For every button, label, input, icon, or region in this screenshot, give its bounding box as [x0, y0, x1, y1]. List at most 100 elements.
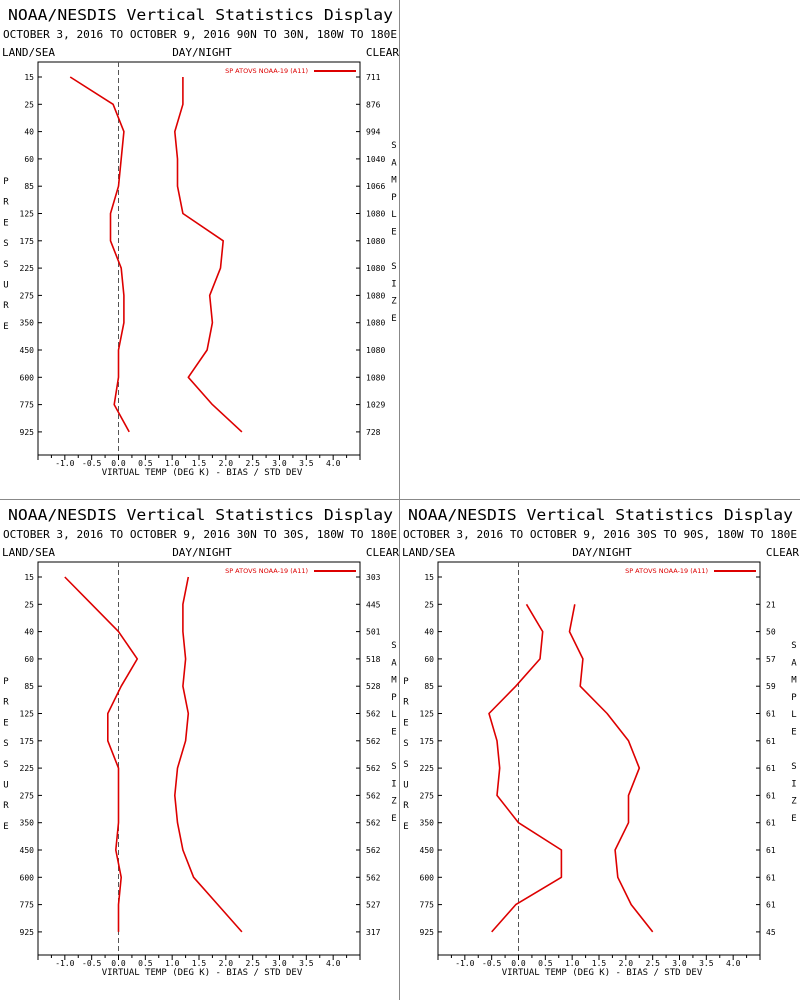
sample-size-label: 61	[766, 901, 776, 910]
pressure-level-label: 85	[424, 682, 434, 691]
day-night-label: DAY/NIGHT	[172, 546, 232, 559]
sample-size-label: 876	[366, 100, 381, 109]
pressure-level-label: 450	[20, 846, 35, 855]
clear-label: CLEAR	[366, 46, 399, 59]
sample-size-label: 50	[766, 628, 776, 637]
chart-30s-90s: NOAA/NESDIS Vertical Statistics Display O…	[402, 506, 799, 978]
x-tick-label: 3.0	[272, 959, 287, 968]
sample-size-label: 21	[766, 600, 776, 609]
pressure-level-label: 350	[420, 819, 435, 828]
pressure-level-label: 175	[20, 237, 35, 246]
pressure-level-label: 15	[24, 573, 34, 582]
sample-size-label: 61	[766, 737, 776, 746]
x-tick-label: 2.5	[245, 959, 260, 968]
x-tick-label: 4.0	[326, 959, 341, 968]
sample-size-label: 1029	[366, 401, 385, 410]
pressure-level-label: 600	[20, 873, 35, 882]
sample-size-label: 527	[366, 901, 381, 910]
x-tick-label: 3.0	[672, 959, 687, 968]
sample-size-label: 61	[766, 873, 776, 882]
sample-size-label: 61	[766, 764, 776, 773]
x-tick-label: 1.0	[565, 959, 580, 968]
x-tick-label: 0.5	[538, 959, 553, 968]
sample-size-label: 562	[366, 846, 381, 855]
clear-label: CLEAR	[366, 546, 399, 559]
x-tick-label: 0.5	[138, 959, 153, 968]
bias-line	[488, 603, 563, 933]
sample-size-label: 518	[366, 655, 381, 664]
x-tick-label: 3.5	[699, 959, 714, 968]
legend-label: SP ATOVS NOAA-19 (A11)	[625, 567, 708, 575]
sample-size-label: 528	[366, 682, 381, 691]
sample-size-label: 994	[366, 128, 381, 137]
pressure-level-label: 450	[420, 846, 435, 855]
plot-frame	[437, 561, 761, 956]
pressure-level-label: 85	[24, 182, 34, 191]
chart-subtitle: OCTOBER 3, 2016 TO OCTOBER 9, 2016 30S T…	[403, 528, 797, 541]
sample-size-label: 1040	[366, 155, 385, 164]
std-dev-line	[174, 77, 243, 433]
sample-size-label: 57	[766, 655, 776, 664]
sample-size-label: 728	[366, 428, 381, 437]
sample-size-label: 1080	[366, 210, 385, 219]
x-axis-label: VIRTUAL TEMP (DEG K) - BIAS / STD DEV	[102, 468, 303, 478]
pressure-level-label: 60	[424, 655, 434, 664]
pressure-level-label: 775	[20, 401, 35, 410]
pressure-level-label: 775	[420, 901, 435, 910]
std-dev-line	[174, 576, 243, 933]
bias-line	[64, 576, 139, 932]
x-tick-label: 2.0	[619, 959, 634, 968]
legend-label: SP ATOVS NOAA-19 (A11)	[225, 567, 308, 575]
pressure-level-label: 175	[420, 737, 435, 746]
sample-size-label: 45	[766, 928, 776, 937]
pressure-level-label: 275	[420, 791, 435, 800]
pressure-level-label: 225	[20, 764, 35, 773]
pressure-level-label: 225	[20, 264, 35, 273]
pressure-level-label: 40	[424, 628, 434, 637]
x-tick-label: 1.5	[192, 459, 207, 468]
x-tick-label: 1.5	[192, 959, 207, 968]
x-tick-label: -0.5	[82, 959, 101, 968]
land-sea-label: LAND/SEA	[2, 546, 55, 559]
x-tick-label: 2.5	[245, 459, 260, 468]
pressure-level-label: 275	[20, 291, 35, 300]
pressure-level-label: 925	[20, 428, 35, 437]
chart-90n-30n: NOAA/NESDIS Vertical Statistics Display O…	[2, 6, 399, 478]
clear-label: CLEAR	[766, 546, 799, 559]
pressure-level-label: 40	[24, 128, 34, 137]
x-tick-label: -0.5	[82, 459, 101, 468]
sample-size-label: 1080	[366, 237, 385, 246]
pressure-level-label: 775	[20, 901, 35, 910]
pressure-level-label: 15	[424, 573, 434, 582]
chart-title: NOAA/NESDIS Vertical Statistics Display	[8, 6, 393, 24]
x-tick-label: 1.0	[165, 459, 180, 468]
pressure-level-label: 600	[420, 873, 435, 882]
x-tick-label: -1.0	[55, 959, 74, 968]
sample-size-label: 562	[366, 791, 381, 800]
x-tick-label: 2.5	[645, 959, 660, 968]
sample-size-label: 501	[366, 628, 381, 637]
x-tick-label: 2.0	[219, 959, 234, 968]
sample-size-label: 61	[766, 791, 776, 800]
panel-30n-30s: NOAA/NESDIS Vertical Statistics Display O…	[0, 500, 400, 1000]
pressure-level-label: 450	[20, 346, 35, 355]
pressure-level-label: 25	[424, 600, 434, 609]
x-tick-label: 4.0	[326, 459, 341, 468]
x-axis-label: VIRTUAL TEMP (DEG K) - BIAS / STD DEV	[502, 968, 703, 978]
sample-size-label: 61	[766, 710, 776, 719]
chart-subtitle: OCTOBER 3, 2016 TO OCTOBER 9, 2016 90N T…	[3, 28, 397, 41]
sample-size-label: 1080	[366, 264, 385, 273]
land-sea-label: LAND/SEA	[2, 46, 55, 59]
panel-90n-30n: NOAA/NESDIS Vertical Statistics Display O…	[0, 0, 400, 500]
bias-line	[69, 76, 130, 433]
pressure-level-label: 350	[20, 819, 35, 828]
pressure-level-label: 25	[24, 600, 34, 609]
panel-empty	[400, 0, 800, 500]
pressure-level-label: 925	[420, 928, 435, 937]
sample-size-label: 562	[366, 710, 381, 719]
sample-size-label: 303	[366, 573, 381, 582]
